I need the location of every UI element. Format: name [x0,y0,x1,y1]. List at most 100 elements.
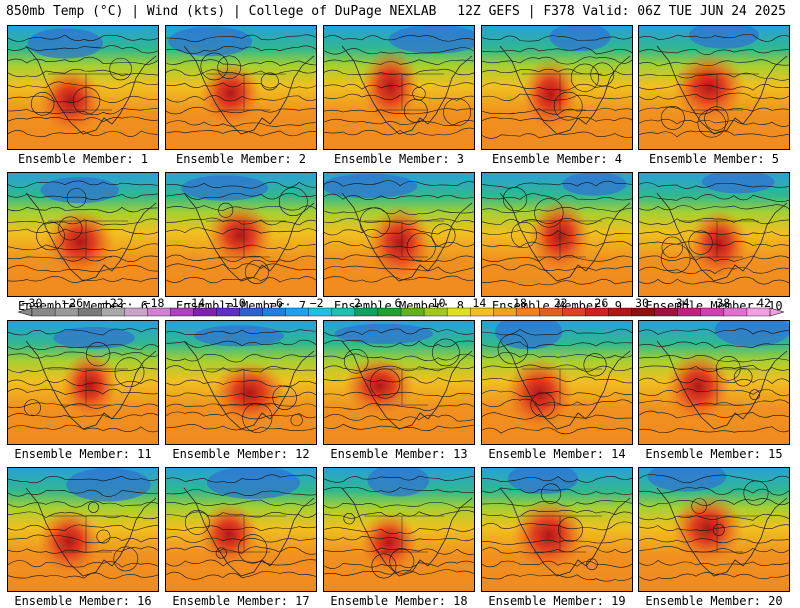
heat-dome [504,357,574,431]
closed-contour [660,105,685,130]
height-contour [482,56,632,65]
height-contour [166,95,316,103]
coastline [183,340,315,430]
height-contour [166,59,316,67]
height-contour [482,264,632,271]
closed-contour [497,333,529,365]
height-contour [8,218,158,226]
height-contour [166,276,316,284]
member-caption: Ensemble Member: 16 [14,594,152,608]
closed-contour [371,553,397,579]
height-contour [8,534,158,544]
ensemble-member-map [638,320,790,445]
height-contour [166,391,316,399]
height-contour [166,339,316,348]
height-contour [639,204,789,211]
cold-air-region [647,468,727,492]
height-contour [166,227,316,235]
closed-contour [72,87,101,115]
cold-air-region [334,323,434,344]
height-contour [639,241,789,247]
colorbar-tick-label: 30 [635,296,649,310]
cold-air-region [701,173,775,194]
height-contour [482,206,632,213]
height-contour [482,82,632,91]
height-contour [8,68,158,78]
closed-contour [540,483,562,504]
colorbar-tick-label: −30 [21,296,43,310]
closed-contour [697,109,726,138]
height-contour [482,68,632,76]
height-contour [324,353,474,362]
height-contour [324,118,474,126]
height-contour [324,82,474,90]
height-contour [482,35,632,42]
state-borders [206,220,286,258]
ensemble-member-map [481,172,633,297]
colorbar-tick-label: 18 [513,296,527,310]
height-contour [639,538,789,544]
temperature-field [8,321,158,444]
closed-contour [30,91,55,116]
height-contour [324,475,474,483]
heat-dome [522,57,579,131]
ensemble-member-map [165,172,317,297]
height-contour [639,106,789,115]
height-contour [482,352,632,359]
ensemble-member-map [7,467,159,592]
member-caption: Ensemble Member: 3 [333,152,465,166]
colorbar-tick-label: −6 [269,296,283,310]
height-contour [639,524,789,531]
height-contour [639,388,789,397]
height-contour [639,546,789,554]
height-contour [324,180,474,187]
height-contour [639,355,789,363]
height-contour [639,410,789,419]
coastline [656,487,788,577]
height-contour [639,328,789,335]
cold-air-region [388,26,474,54]
ensemble-member-map [323,320,475,445]
height-contour [324,535,474,542]
height-contour [324,59,474,66]
height-contour [482,241,632,248]
height-contour [482,412,632,420]
height-contour [324,340,474,348]
height-contour [639,266,789,274]
height-contour [482,230,632,237]
height-contour [8,107,158,116]
member-caption: Ensemble Member: 5 [648,152,780,166]
state-borders [48,220,128,258]
member-caption: Ensemble Member: 14 [488,447,626,461]
temperature-field [639,321,789,444]
height-contour [8,228,158,235]
height-contour [166,546,316,555]
height-contour [639,118,789,127]
page-title: 850mb Temp (°C) | Wind (kts) | College o… [6,4,437,19]
closed-contour [24,399,41,417]
height-contour [166,181,316,189]
height-contour [166,106,316,115]
cold-air-region [714,321,789,347]
state-borders [206,368,286,406]
height-contour [166,254,316,263]
colorbar-max-arrow [769,307,784,317]
cold-air-region [367,468,429,497]
closed-contour [733,367,753,387]
closed-contour [200,52,229,81]
state-borders [522,368,602,406]
height-contour [166,82,316,89]
heat-dome [343,355,416,416]
closed-contour [553,91,583,121]
temperature-field [639,26,789,149]
coastline [341,45,473,135]
cold-air-region [324,173,418,199]
temperature-field [639,468,789,591]
cold-air-region [508,468,579,495]
member-caption: Ensemble Member: 4 [491,152,623,166]
height-contour [8,34,158,42]
height-contour [639,377,789,385]
height-contour [324,403,474,411]
member-caption: Ensemble Member: 13 [330,447,468,461]
